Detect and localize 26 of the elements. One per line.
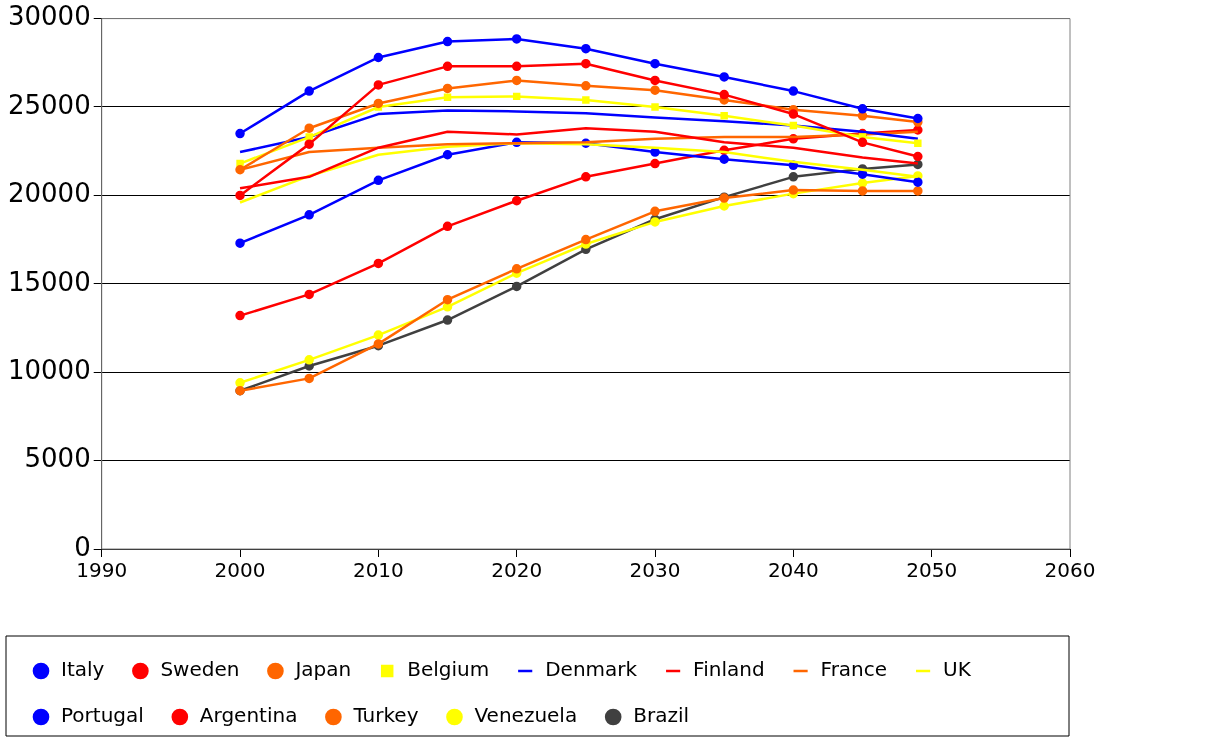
y-tick-label: 15000: [7, 266, 91, 297]
legend-label: France: [820, 657, 888, 682]
y-tick-label: 20000: [7, 178, 91, 209]
legend-label: Japan: [293, 657, 352, 682]
legend-label: Turkey: [352, 703, 419, 728]
x-tick-label: 2030: [629, 558, 681, 583]
x-tick-label: 2000: [214, 558, 266, 583]
x-tick-label: 2020: [491, 558, 543, 583]
x-tick-label: 2010: [352, 558, 404, 583]
legend-label: Finland: [693, 657, 765, 682]
legend-label: Portugal: [61, 703, 144, 728]
legend-label: Belgium: [407, 657, 490, 682]
legend-label: Sweden: [160, 657, 240, 682]
legend-label: Brazil: [633, 703, 689, 728]
y-tick-label: 5000: [24, 443, 91, 474]
y-tick-label: 30000: [7, 1, 91, 32]
y-tick-label: 10000: [7, 354, 91, 385]
legend-label: Denmark: [545, 657, 638, 682]
x-tick-label: 2040: [767, 558, 819, 583]
legend-label: Venezuela: [474, 703, 578, 728]
y-tick-label: 25000: [7, 89, 91, 120]
legend-label: UK: [943, 657, 972, 682]
legend-label: Italy: [61, 657, 105, 682]
x-tick-label: 2050: [906, 558, 958, 583]
legend-label: Argentina: [199, 703, 298, 728]
x-tick-label: 2060: [1044, 558, 1096, 583]
